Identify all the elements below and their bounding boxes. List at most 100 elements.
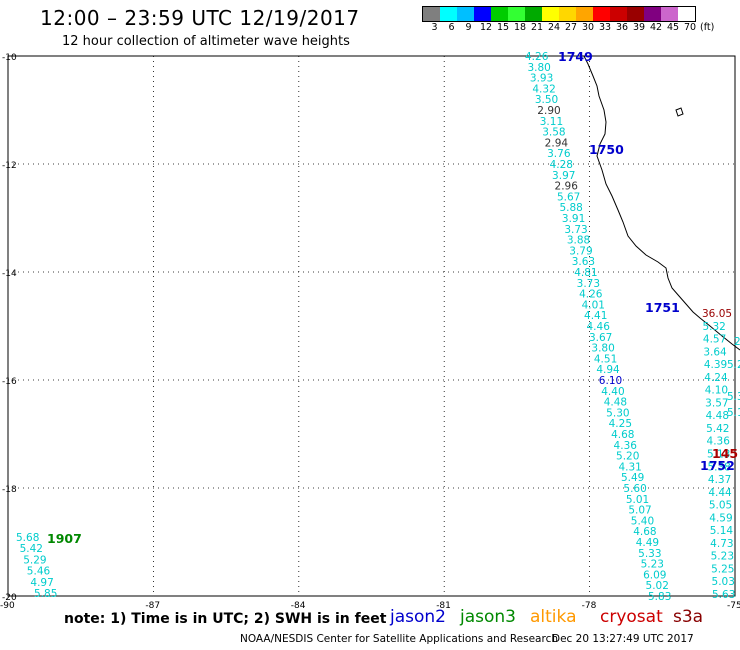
- wave-height-value: 5.83: [648, 591, 671, 603]
- wave-height-value: 4.49: [636, 537, 659, 549]
- color-scale-swatch: [559, 7, 576, 21]
- map-grid: [7, 55, 736, 597]
- wave-height-value: 5.20: [616, 451, 639, 463]
- longitude-tick-label: -84: [291, 601, 306, 611]
- wave-height-value: 4.26: [525, 51, 549, 63]
- color-scale-swatch: [644, 7, 661, 21]
- color-scale-label: 24: [548, 22, 561, 33]
- pass-label: 1907: [47, 531, 82, 546]
- wave-height-value: 4.26: [579, 289, 603, 301]
- color-scale-label: 30: [582, 22, 595, 33]
- color-scale-swatch: [678, 7, 695, 21]
- wave-height-value: 3.11: [540, 116, 563, 128]
- color-scale-label: 18: [514, 22, 527, 33]
- wave-height-value: 4.28: [550, 159, 573, 171]
- wave-height-value: 6.10: [599, 375, 622, 387]
- pass-label: 1752: [700, 458, 735, 473]
- latitude-tick-label: -14: [2, 269, 17, 279]
- wave-height-value: 5.25: [711, 563, 734, 575]
- note-text: note: 1) Time is in UTC; 2) SWH is in fe…: [64, 611, 387, 627]
- wave-height-value: 5.23: [641, 559, 664, 571]
- satellite-legend-cryosat: cryosat: [600, 607, 663, 627]
- wave-height-value: 5.67: [557, 191, 580, 203]
- longitude-tick-label: -87: [145, 601, 160, 611]
- wave-height-value: 5.01: [626, 494, 649, 506]
- wave-height-value: 3.67: [589, 332, 612, 344]
- latitude-tick-label: -16: [2, 377, 17, 387]
- color-scale-swatch: [457, 7, 474, 21]
- wave-height-value: 2.90: [537, 105, 560, 117]
- color-scale-label: 15: [497, 22, 510, 33]
- wave-height-value: 5.05: [709, 500, 732, 512]
- color-scale-swatch: [525, 7, 542, 21]
- wave-height-value: 5.68: [16, 532, 39, 544]
- wave-height-value: 5.1: [727, 407, 740, 419]
- wave-height-value: 3.50: [535, 94, 558, 106]
- wave-height-value: 5.13: [707, 449, 730, 461]
- color-scale-swatch: [423, 7, 440, 21]
- longitude-tick-label: -81: [436, 601, 451, 611]
- satellite-legend-jason3: jason3: [460, 607, 516, 627]
- wave-height-value: 5.23: [711, 551, 734, 563]
- credit-text: NOAA/NESDIS Center for Satellite Applica…: [240, 633, 558, 645]
- color-scale-label: 12: [480, 22, 493, 33]
- wave-height-value: 5.42: [20, 543, 43, 555]
- color-scale-label: 27: [565, 22, 578, 33]
- color-scale-label: 33: [599, 22, 612, 33]
- longitude-tick-label: -78: [582, 601, 597, 611]
- wave-height-value: 4.41: [584, 310, 607, 322]
- pass-labels: 1749 1750 1751 1752 1907 145: [47, 49, 738, 546]
- island-outline: [675, 107, 684, 117]
- color-scale-swatch: [508, 7, 525, 21]
- wave-height-value: 4.40: [601, 386, 624, 398]
- color-scale-label: 21: [531, 22, 544, 33]
- wave-height-value: 4.73: [710, 538, 733, 550]
- wave-height-value: 3.58: [542, 127, 565, 139]
- pass-label: 145: [712, 446, 738, 461]
- pass-label: 1749: [558, 49, 593, 64]
- wave-height-value: 5.33: [638, 548, 661, 560]
- wave-height-value: 4.81: [574, 267, 597, 279]
- color-scale-label: 45: [667, 22, 680, 33]
- wave-height-value: 4.48: [706, 410, 729, 422]
- color-scale-swatch: [474, 7, 491, 21]
- wave-height-value: 5.63: [712, 589, 735, 601]
- wave-height-value: 5.40: [631, 515, 654, 527]
- wave-height-value: 5.2: [727, 359, 740, 371]
- color-scale-label: 3: [431, 22, 438, 33]
- wave-height-value: 4.01: [582, 299, 605, 311]
- color-scale-swatch: [593, 7, 610, 21]
- wave-height-value: 5.29: [23, 554, 46, 566]
- wave-height-value: 4.10: [705, 385, 728, 397]
- wave-height-value: 5.30: [606, 407, 629, 419]
- wave-height-value: 4.25: [609, 418, 632, 430]
- color-scale-bar: [422, 6, 696, 22]
- wave-height-value: 4.68: [633, 526, 656, 538]
- color-scale-label: 6: [448, 22, 455, 33]
- color-scale-label: 70: [684, 22, 697, 33]
- wave-height-value: 5.42: [706, 423, 729, 435]
- color-scale-label: 36: [616, 22, 629, 33]
- latitude-tick-label: -10: [2, 53, 17, 63]
- wave-height-value: 6.09: [643, 569, 666, 581]
- wave-height-value: 36.05: [702, 308, 732, 320]
- wave-height-value: 5.03: [712, 576, 735, 588]
- axis-ticks: -10 -12 -14 -16 -18 -20-90 -87 -84 -81 -78 -75: [0, 53, 740, 611]
- color-scale-swatch: [610, 7, 627, 21]
- wave-height-value: 4.44: [708, 487, 732, 499]
- wave-height-value: 3.80: [591, 343, 614, 355]
- color-scale-swatch: [627, 7, 644, 21]
- wave-height-value: 5.32: [702, 321, 725, 333]
- wave-height-value: 4.68: [611, 429, 634, 441]
- wave-height-value: 3.63: [572, 256, 595, 268]
- wave-height-value: 5.3: [727, 391, 740, 403]
- wave-height-value: 5.02: [646, 580, 669, 592]
- wave-height-value: 4.48: [604, 397, 627, 409]
- wave-height-value: 5.49: [621, 472, 644, 484]
- wave-height-value: 2.96: [555, 181, 579, 193]
- wave-height-value: 5.60: [623, 483, 646, 495]
- wave-height-value: 4.97: [30, 577, 53, 589]
- coastline-path: [583, 55, 740, 351]
- wave-height-value: 3.73: [564, 224, 587, 236]
